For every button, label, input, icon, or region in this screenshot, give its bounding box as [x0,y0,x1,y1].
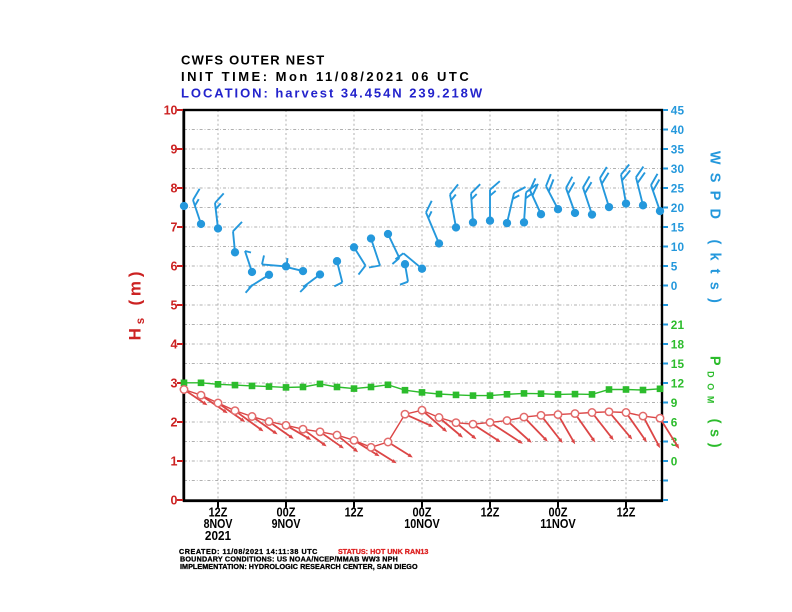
svg-text:5: 5 [171,298,178,312]
svg-text:12Z: 12Z [209,505,228,520]
svg-text:6: 6 [671,415,678,429]
svg-text:8NOV: 8NOV [204,516,233,531]
svg-text:0: 0 [671,454,678,468]
svg-text:20: 20 [671,201,685,215]
svg-text:9: 9 [671,396,678,410]
svg-text:BOUNDARY CONDITIONS: US NOAA/N: BOUNDARY CONDITIONS: US NOAA/NCEP/MMAB W… [180,555,398,564]
svg-text:12Z: 12Z [481,505,500,520]
svg-text:12Z: 12Z [617,505,636,520]
svg-text:12: 12 [671,376,685,390]
svg-text:0: 0 [171,493,178,507]
svg-text:4: 4 [171,337,178,351]
svg-text:2021: 2021 [205,528,231,543]
svg-text:INIT TIME: Mon 11/08/2021 06 U: INIT TIME: Mon 11/08/2021 06 UTC [181,69,471,84]
svg-text:6: 6 [171,259,178,273]
svg-text:5: 5 [671,259,678,273]
svg-text:8: 8 [171,181,178,195]
svg-text:1: 1 [171,454,178,468]
svg-text:11NOV: 11NOV [540,516,576,531]
svg-text:7: 7 [171,220,178,234]
svg-text:21: 21 [671,318,685,332]
svg-text:STATUS: HOT UNK RAN13: STATUS: HOT UNK RAN13 [338,547,428,556]
svg-text:18: 18 [671,337,685,351]
svg-text:IMPLEMENTATION: HYDROLOGIC RES: IMPLEMENTATION: HYDROLOGIC RESEARCH CENT… [180,562,418,571]
svg-text:15: 15 [671,220,685,234]
svg-text:LOCATION: harvest 34.454N 239.: LOCATION: harvest 34.454N 239.218W [181,86,484,101]
svg-text:10: 10 [164,103,178,117]
svg-text:30: 30 [671,162,685,176]
svg-text:15: 15 [671,357,685,371]
svg-text:CWFS OUTER NEST: CWFS OUTER NEST [181,53,325,68]
svg-text:45: 45 [671,103,685,117]
svg-text:0: 0 [671,279,678,293]
svg-text:25: 25 [671,181,685,195]
svg-text:9: 9 [171,142,178,156]
svg-text:CREATED: 11/08/2021 14:11:38 U: CREATED: 11/08/2021 14:11:38 UTC [179,547,318,556]
svg-text:10NOV: 10NOV [404,516,440,531]
svg-text:35: 35 [671,142,685,156]
svg-text:00Z: 00Z [413,505,432,520]
svg-text:3: 3 [171,376,178,390]
svg-text:Hs (m): Hs (m) [126,268,147,341]
svg-text:9NOV: 9NOV [272,516,301,531]
svg-text:40: 40 [671,123,685,137]
svg-text:WSPD (kts): WSPD (kts) [707,151,723,311]
svg-text:12Z: 12Z [345,505,364,520]
svg-text:00Z: 00Z [549,505,568,520]
svg-text:2: 2 [171,415,178,429]
svg-text:00Z: 00Z [277,505,296,520]
svg-text:10: 10 [671,240,685,254]
